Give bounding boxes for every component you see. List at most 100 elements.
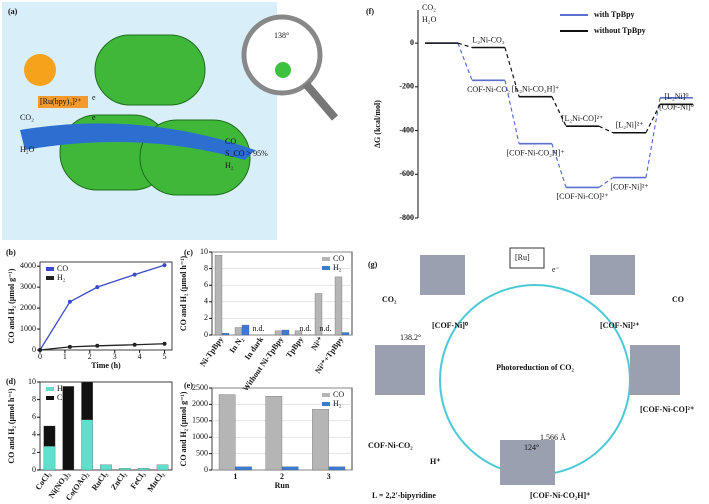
panel-label: (e) <box>184 381 193 390</box>
legend-label: CO <box>333 390 344 399</box>
label: [Ru(bpy)₃]²⁺ <box>40 97 81 106</box>
y-tick-label: 0 <box>204 330 208 339</box>
y-tick-label: 2500 <box>192 383 208 392</box>
level-label: COF-Ni-CO₂ <box>467 85 510 94</box>
legend-label: H₂ <box>333 399 342 408</box>
connector <box>457 42 473 81</box>
y-tick-label: -400 <box>399 125 414 134</box>
bar <box>221 333 230 336</box>
bar <box>341 332 350 336</box>
x-tick-label: ZnCl₂ <box>109 470 128 492</box>
y-tick-label: 2 <box>204 313 208 322</box>
bar <box>314 293 323 336</box>
label: H₂ <box>225 161 234 170</box>
x-tick-label: 3 <box>327 472 331 481</box>
connector <box>645 104 661 134</box>
level-label: [COF-Ni]⁰ <box>659 103 694 112</box>
y-axis-label: CO and H₂ (μmol g⁻¹) <box>7 268 16 343</box>
y-tick-label: 1000 <box>20 324 36 333</box>
point <box>67 299 72 304</box>
y-tick-label: -600 <box>399 169 414 178</box>
bar <box>43 446 56 471</box>
point <box>67 344 72 349</box>
y-tick-label: 0 <box>32 345 36 354</box>
bar <box>218 394 236 471</box>
label: CO <box>225 137 236 146</box>
x-tick-label: 1 <box>63 352 67 361</box>
start-label: H₂O <box>422 15 437 24</box>
point <box>95 285 100 290</box>
point <box>162 341 167 346</box>
legend-label: without TpBpy <box>594 26 646 35</box>
molecules <box>375 255 680 485</box>
level-label: [COF-Ni-CO₂H]⁺ <box>506 149 564 158</box>
molecule <box>500 440 555 485</box>
label: 138° <box>274 31 289 40</box>
level-label: L₂Ni-CO₂ <box>472 35 504 44</box>
y-axis-label: CO and H₂ (μmol h⁻¹) <box>179 255 188 331</box>
value-label: n.d. <box>300 324 312 333</box>
level-label: [L₂Ni-CO₂H]⁺ <box>512 85 560 94</box>
label: L = 2,2'-bipyridine <box>372 491 436 500</box>
panel-label: (d) <box>6 377 16 386</box>
bar <box>62 386 75 471</box>
ru-box <box>38 96 88 108</box>
bar <box>235 466 252 471</box>
y-tick-label: 2000 <box>192 399 208 408</box>
bar <box>43 425 56 447</box>
x-tick-label: TpBpy <box>284 335 305 359</box>
molecule <box>630 345 680 395</box>
x-axis-label: Time (h) <box>91 361 121 370</box>
x-tick-label: Without Ni-TpBpy <box>241 335 285 393</box>
y-tick-label: 4 <box>204 297 208 306</box>
point <box>95 343 100 348</box>
molecule <box>420 255 465 295</box>
atom <box>275 62 291 78</box>
y-tick-label: 8 <box>204 263 208 272</box>
level-label: [COF-Ni]²⁺ <box>610 182 648 191</box>
bar <box>241 324 250 336</box>
magnifier <box>241 14 323 96</box>
panel-label: (b) <box>6 248 16 257</box>
point <box>132 342 137 347</box>
label: [COF-Ni]²⁺ <box>600 321 640 330</box>
y-axis-label: CO and H₂ (μmol g⁻¹) <box>179 391 188 466</box>
point <box>132 272 137 277</box>
bar <box>274 330 283 336</box>
label: [Ru] <box>515 253 530 262</box>
connector <box>457 42 473 49</box>
bar <box>281 329 290 336</box>
label: 1.566 Å <box>540 433 566 442</box>
line <box>39 343 165 351</box>
x-tick-label: Ni²⁺ <box>309 335 325 352</box>
y-tick-label: 4 <box>32 430 36 439</box>
panel-label: (f) <box>366 7 374 16</box>
start-label: CO₂ <box>422 3 436 12</box>
bar <box>312 409 329 471</box>
label: S_CO > 95% <box>225 149 268 158</box>
level-label: [L₂Ni-CO]²⁺ <box>562 114 603 123</box>
connector <box>551 143 567 188</box>
y-tick-label: 8 <box>32 394 36 403</box>
connector <box>598 125 614 134</box>
value-label: n.d. <box>253 324 265 333</box>
bar <box>100 464 112 471</box>
y-tick-label: 1000 <box>192 432 208 441</box>
legend-label: CO <box>333 254 344 263</box>
label: CO <box>672 295 684 304</box>
bar <box>214 255 223 336</box>
level-label: [L₂Ni]⁰ <box>664 92 688 101</box>
x-tick-label: MnCl₂ <box>145 470 166 494</box>
x-tick-label: 4 <box>138 352 142 361</box>
legend-label: CO <box>57 264 68 273</box>
x-tick-label: 0 <box>38 352 42 361</box>
connector <box>504 47 520 97</box>
bar <box>119 468 131 471</box>
y-tick-label: 0 <box>204 465 208 474</box>
cylinder <box>94 34 206 106</box>
label: [COF-Ni-CO]²⁺ <box>640 405 694 414</box>
molecule <box>375 345 425 395</box>
level-label: [COF-Ni-CO]²⁺ <box>557 192 609 201</box>
